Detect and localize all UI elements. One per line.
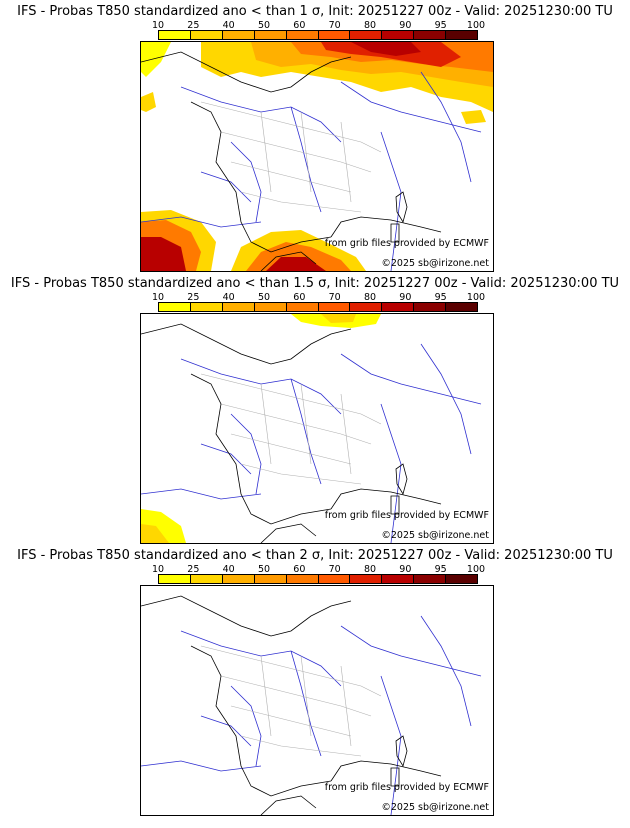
colorbar-tick-label: 90: [399, 292, 412, 303]
colorbar-swatch: [286, 31, 319, 39]
credit-text: from grib files provided by ECMWF: [324, 238, 489, 249]
colorbar-swatch: [190, 31, 223, 39]
probability-map: [141, 42, 493, 271]
panel-title: IFS - Probas T850 standardized ano < tha…: [10, 276, 620, 291]
colorbar-swatch: [382, 303, 415, 311]
copyright-text: ©2025 sb@irizone.net: [381, 530, 489, 541]
colorbar-tick-label: 25: [187, 292, 200, 303]
colorbar-tick-label: 80: [363, 292, 377, 303]
colorbar-tick-label: 60: [293, 564, 306, 575]
colorbar-tick-label: 40: [222, 292, 235, 303]
credit-text: from grib files provided by ECMWF: [324, 510, 489, 521]
colorbar-swatch: [414, 575, 447, 583]
map-area: from grib files provided by ECMWF ©2025 …: [140, 585, 494, 816]
rivers: [141, 343, 482, 543]
probability-shading: [141, 314, 381, 543]
colorbar-swatch: [414, 31, 447, 39]
map-panel-1: IFS - Probas T850 standardized ano < tha…: [0, 4, 630, 274]
colorbar-tick-label: 60: [293, 20, 306, 31]
map-area: from grib files provided by ECMWF ©2025 …: [140, 313, 494, 544]
borders: [200, 645, 382, 757]
borders: [200, 101, 382, 213]
probability-map: [141, 314, 482, 543]
colorbar-tick-label: 100: [466, 292, 486, 303]
colorbar-tick-label: 100: [466, 20, 486, 31]
colorbar-swatch: [382, 31, 415, 39]
colorbar-swatch: [254, 303, 287, 311]
colorbar-tick-label: 90: [399, 564, 412, 575]
colorbar-swatch: [222, 31, 255, 39]
colorbar-swatch: [190, 303, 223, 311]
coastline: [141, 323, 442, 543]
colorbar: [158, 574, 478, 584]
colorbar-swatch: [286, 303, 319, 311]
colorbar-tick-label: 60: [293, 292, 306, 303]
rivers: [141, 615, 482, 815]
colorbar: [158, 30, 478, 40]
probability-shading: [141, 42, 493, 271]
colorbar-tick-label: 25: [187, 20, 200, 31]
colorbar-tick-label: 80: [363, 564, 377, 575]
borders: [200, 373, 382, 485]
copyright-text: ©2025 sb@irizone.net: [381, 802, 489, 813]
coastline: [141, 595, 442, 815]
panel-title: IFS - Probas T850 standardized ano < tha…: [17, 548, 613, 563]
colorbar-swatch: [350, 575, 383, 583]
colorbar-tick-label: 95: [434, 292, 447, 303]
colorbar-tick-label: 70: [328, 20, 341, 31]
rivers: [141, 71, 482, 271]
panel-title: IFS - Probas T850 standardized ano < tha…: [17, 4, 613, 19]
colorbar-swatch: [446, 575, 478, 583]
copyright-text: ©2025 sb@irizone.net: [381, 258, 489, 269]
colorbar-labels: 10 25 40 50 60 70 80 90 95 100: [140, 292, 500, 303]
colorbar-swatch: [446, 31, 478, 39]
colorbar-swatch: [318, 575, 351, 583]
colorbar-tick-label: 80: [363, 20, 377, 31]
colorbar-swatch: [318, 31, 351, 39]
colorbar-swatch: [190, 575, 223, 583]
map-area: from grib files provided by ECMWF ©2025 …: [140, 41, 494, 272]
colorbar-swatch: [254, 575, 287, 583]
colorbar-swatch: [254, 31, 287, 39]
colorbar-tick-label: 90: [399, 20, 412, 31]
colorbar-tick-label: 10: [151, 564, 165, 575]
credit-text: from grib files provided by ECMWF: [324, 782, 489, 793]
colorbar-swatch: [159, 31, 191, 39]
colorbar-labels: 10 25 40 50 60 70 80 90 95 100: [140, 20, 500, 31]
colorbar-tick-label: 70: [328, 292, 341, 303]
colorbar-labels: 10 25 40 50 60 70 80 90 95 100: [140, 564, 500, 575]
colorbar-tick-label: 95: [434, 564, 447, 575]
colorbar-swatch: [318, 303, 351, 311]
colorbar-tick-label: 70: [328, 564, 341, 575]
colorbar-swatch: [414, 303, 447, 311]
colorbar: [158, 302, 478, 312]
colorbar-swatch: [350, 303, 383, 311]
colorbar-tick-label: 10: [151, 20, 165, 31]
colorbar-tick-label: 50: [257, 564, 271, 575]
colorbar-tick-label: 95: [434, 20, 447, 31]
colorbar-swatch: [159, 575, 191, 583]
map-panel-2: IFS - Probas T850 standardized ano < tha…: [0, 276, 630, 546]
colorbar-swatch: [350, 31, 383, 39]
colorbar-tick-label: 40: [222, 564, 235, 575]
colorbar-swatch: [286, 575, 319, 583]
colorbar-tick-label: 50: [257, 292, 271, 303]
colorbar-swatch: [222, 575, 255, 583]
colorbar-tick-label: 50: [257, 20, 271, 31]
colorbar-tick-label: 25: [187, 564, 200, 575]
colorbar-swatch: [159, 303, 191, 311]
colorbar-swatch: [382, 575, 415, 583]
colorbar-tick-label: 100: [466, 564, 486, 575]
colorbar-swatch: [446, 303, 478, 311]
colorbar-tick-label: 40: [222, 20, 235, 31]
coastline: [141, 51, 442, 271]
probability-map: [141, 595, 482, 815]
colorbar-swatch: [222, 303, 255, 311]
colorbar-tick-label: 10: [151, 292, 165, 303]
map-panel-3: IFS - Probas T850 standardized ano < tha…: [0, 548, 630, 818]
